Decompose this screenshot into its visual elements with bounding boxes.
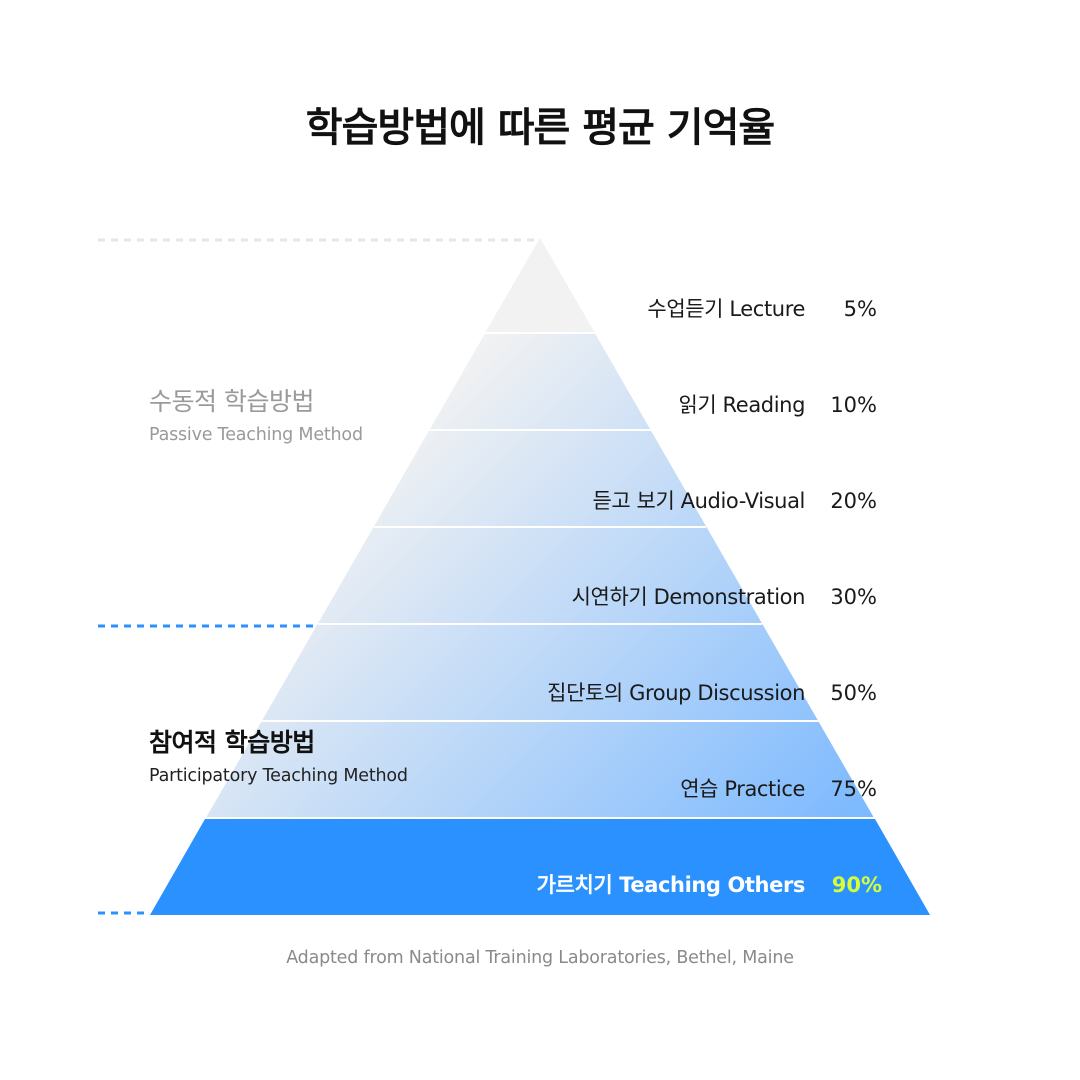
level-value-reading: 10% (830, 393, 877, 417)
level-value-practice: 75% (830, 777, 877, 801)
level-value-teaching-others: 90% (832, 873, 882, 897)
pyramid-tier-1 (485, 238, 595, 333)
level-label-audio-visual: 듣고 보기 Audio-Visual (592, 489, 805, 513)
pyramid-body (150, 238, 930, 915)
participatory-group-subtitle: Participatory Teaching Method (149, 766, 408, 786)
page-title: 학습방법에 따른 평균 기억율 (305, 105, 775, 151)
participatory-group-label: 참여적 학습방법 Participatory Teaching Method (149, 727, 408, 789)
level-label-reading: 읽기 Reading (678, 393, 805, 417)
level-value-demonstration: 30% (830, 585, 877, 609)
source-note: Adapted from National Training Laborator… (286, 948, 794, 968)
passive-group-label: 수동적 학습방법 Passive Teaching Method (149, 386, 363, 448)
pyramid-tier-7 (150, 819, 930, 915)
level-label-group-discussion: 집단토의 Group Discussion (547, 681, 805, 705)
level-value-lecture: 5% (844, 297, 877, 321)
passive-group-subtitle: Passive Teaching Method (149, 425, 363, 445)
level-value-audio-visual: 20% (830, 489, 877, 513)
level-label-teaching-others: 가르치기 Teaching Others (537, 873, 805, 897)
passive-group-title: 수동적 학습방법 (149, 387, 314, 416)
level-label-demonstration: 시연하기 Demonstration (572, 585, 805, 609)
participatory-group-title: 참여적 학습방법 (149, 728, 315, 757)
level-value-group-discussion: 50% (830, 681, 877, 705)
level-label-practice: 연습 Practice (680, 777, 805, 801)
tier-separators (205, 332, 875, 819)
level-label-lecture: 수업듣기 Lecture (647, 297, 805, 321)
